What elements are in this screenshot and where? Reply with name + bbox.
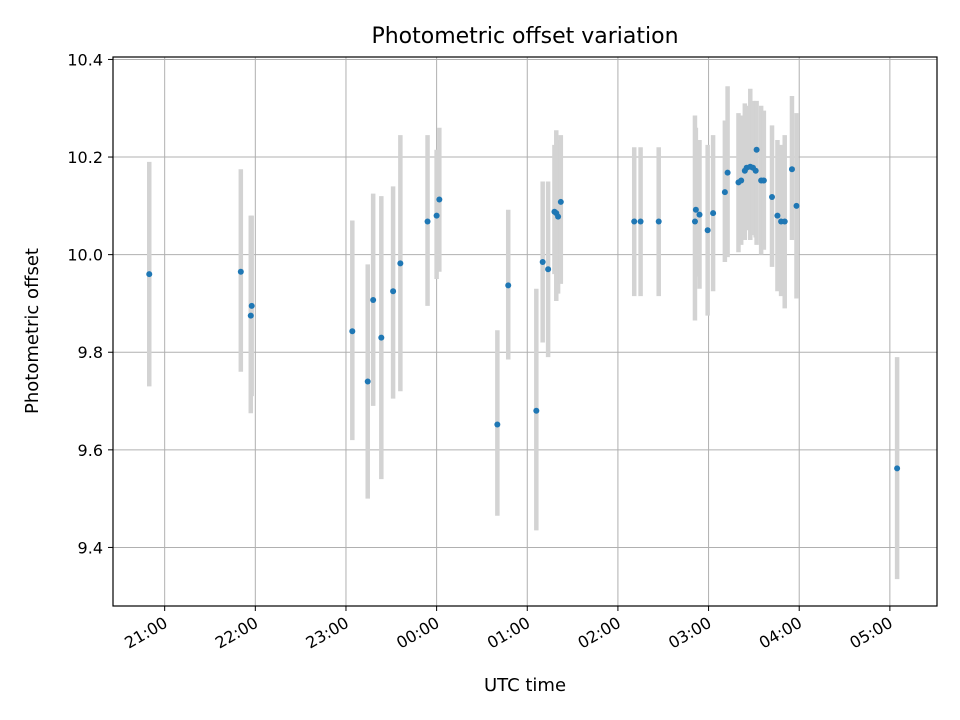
data-point <box>704 227 711 234</box>
data-point <box>788 166 795 173</box>
data-point <box>349 328 356 335</box>
data-point <box>247 312 254 319</box>
data-point <box>637 218 644 225</box>
data-point <box>433 212 440 219</box>
data-point <box>494 421 501 428</box>
data-point <box>436 196 443 203</box>
data-point <box>710 210 717 217</box>
data-point <box>691 218 698 225</box>
data-point <box>555 213 562 220</box>
y-tick-label: 10.2 <box>67 148 103 167</box>
y-tick-label: 9.4 <box>78 538 103 557</box>
y-tick-label: 9.6 <box>78 441 103 460</box>
data-point <box>721 189 728 196</box>
x-tick-label: 22:00 <box>212 613 261 653</box>
data-point <box>370 297 377 304</box>
x-tick-label: 05:00 <box>846 613 895 653</box>
x-tick-label: 00:00 <box>393 613 442 653</box>
y-tick-label: 9.8 <box>78 343 103 362</box>
grid-lines <box>113 57 937 606</box>
data-point <box>397 260 404 267</box>
data-point <box>752 167 759 174</box>
data-point <box>760 177 767 184</box>
data-point <box>248 302 255 309</box>
y-tick-label: 10.4 <box>67 50 103 69</box>
data-point <box>724 169 731 176</box>
x-tick-label: 21:00 <box>121 613 170 653</box>
data-point <box>545 266 552 273</box>
y-tick-label: 10.0 <box>67 246 103 265</box>
error-bars <box>147 86 900 580</box>
x-tick-label: 02:00 <box>574 613 623 653</box>
data-point <box>146 271 153 278</box>
x-tick-label: 04:00 <box>756 613 805 653</box>
x-axis-label: UTC time <box>484 675 566 696</box>
data-point <box>631 218 638 225</box>
data-point <box>557 198 564 205</box>
data-point <box>781 218 788 225</box>
data-point <box>894 465 901 472</box>
data-point <box>237 268 244 275</box>
plot-frame <box>112 56 938 607</box>
data-points <box>146 146 901 472</box>
x-tick-label: 01:00 <box>484 613 533 653</box>
data-point <box>364 378 371 385</box>
data-point <box>533 407 540 414</box>
data-point <box>696 211 703 218</box>
data-point <box>655 218 662 225</box>
data-point <box>793 202 800 209</box>
x-tick-label: 23:00 <box>303 613 352 653</box>
x-axis: 21:00 22:00 23:00 00:00 01:00 02:00 03:00 04:00… <box>121 606 896 653</box>
data-point <box>769 194 776 201</box>
chart-title: Photometric offset variation <box>371 24 678 49</box>
y-axis-label: Photometric offset <box>22 248 43 414</box>
data-point <box>378 334 385 341</box>
data-point <box>753 146 760 153</box>
data-point <box>692 206 699 213</box>
y-axis: 9.4 9.6 9.8 10.0 10.2 10.4 <box>67 50 113 557</box>
data-point <box>505 282 512 289</box>
data-point <box>390 288 397 295</box>
data-point <box>424 218 431 225</box>
x-tick-label: 03:00 <box>665 613 714 653</box>
data-point <box>738 177 745 184</box>
data-point <box>539 258 546 265</box>
data-point <box>774 212 781 219</box>
